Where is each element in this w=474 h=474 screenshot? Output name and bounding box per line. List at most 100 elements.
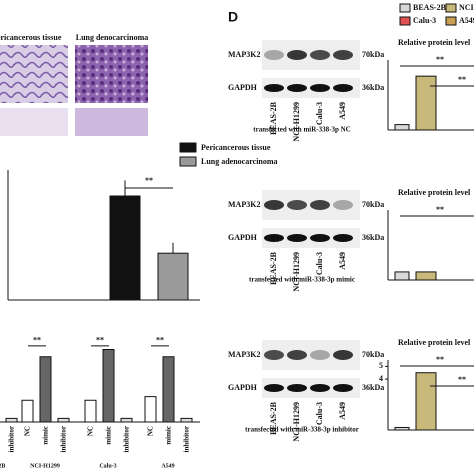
group-label: A549 [161, 463, 174, 469]
band [310, 234, 330, 242]
significance: ** [458, 375, 466, 384]
band-label: GAPDH [228, 83, 258, 92]
panel-letter: D [228, 9, 238, 25]
significance: ** [145, 176, 153, 185]
band [310, 350, 330, 360]
legend-swatch [399, 16, 411, 26]
band [333, 234, 353, 242]
band [264, 384, 284, 392]
histology-image [0, 108, 68, 136]
legend-swatch [179, 142, 197, 153]
lane-label: BEAS-2B [269, 401, 278, 435]
lane-label: Calu-3 [315, 102, 324, 125]
condition-label: inhibitor [60, 426, 68, 452]
condition-label: mimic [165, 426, 173, 445]
significance: ** [156, 336, 164, 345]
size-label: 70kDa [362, 350, 384, 359]
significance: ** [33, 336, 41, 345]
bar [415, 75, 437, 131]
lane-label: A549 [338, 102, 347, 120]
band [287, 384, 307, 392]
legend-label: Lung adenocarcinoma [201, 157, 278, 166]
group-label: BEAS-2B [0, 463, 5, 469]
lane-label: BEAS-2B [269, 101, 278, 135]
size-label: 70kDa [362, 50, 384, 59]
col-label: Pericancerous tissue [0, 33, 62, 42]
band [264, 350, 284, 360]
band [287, 200, 307, 210]
lane-label: NCI-H1299 [292, 102, 301, 142]
band [287, 50, 307, 60]
condition-label: inhibitor [183, 426, 191, 452]
bar [120, 417, 133, 423]
bar [415, 271, 437, 281]
band [310, 50, 330, 60]
chart-title: Relative protein level [398, 188, 471, 197]
bar [394, 124, 410, 131]
band [287, 350, 307, 360]
histology-image [75, 45, 148, 103]
bar [39, 356, 52, 423]
band-label: GAPDH [228, 233, 258, 242]
y-tick-label: 5 [379, 361, 383, 370]
legend-swatch [399, 3, 411, 13]
chart-title: Relative protein level [398, 38, 471, 47]
band [310, 384, 330, 392]
significance: ** [458, 75, 466, 84]
band [264, 234, 284, 242]
condition-label: inhibitor [8, 426, 16, 452]
lane-label: Calu-3 [315, 402, 324, 425]
legend-label: A549 [459, 16, 474, 25]
band [264, 84, 284, 92]
band [333, 384, 353, 392]
condition-label: mimic [105, 426, 113, 445]
y-tick-label: 4 [379, 374, 383, 383]
bar [21, 399, 34, 423]
band-label: MAP3K2 [228, 350, 260, 359]
bar [102, 349, 115, 423]
legend-label: Calu-3 [413, 16, 436, 25]
legend-swatch [445, 3, 457, 13]
bar [5, 417, 18, 423]
legend-swatch [179, 156, 197, 167]
band [287, 234, 307, 242]
bar [84, 399, 97, 423]
lane-label: NCI-H1299 [292, 402, 301, 442]
histology-image [0, 45, 68, 103]
significance: ** [96, 336, 104, 345]
band-label: MAP3K2 [228, 200, 260, 209]
size-label: 36kDa [362, 383, 384, 392]
histology-image [75, 108, 148, 136]
significance: ** [436, 355, 444, 364]
caption: transfected with miR-338-3p inhibitor [245, 426, 359, 434]
bar [157, 252, 189, 301]
band [333, 50, 353, 60]
significance: ** [436, 205, 444, 214]
lane-label: A549 [338, 252, 347, 270]
band-label: GAPDH [228, 383, 258, 392]
legend-label: NCI-H1299 [459, 3, 474, 12]
condition-label: mimic [42, 426, 50, 445]
band [333, 200, 353, 210]
bar [57, 417, 70, 423]
legend-swatch [445, 16, 457, 26]
chart-title: Relative protein level [398, 338, 471, 347]
significance: ** [436, 55, 444, 64]
col-label: Lung denocarcinoma [76, 33, 149, 42]
bar [109, 195, 141, 301]
band [310, 84, 330, 92]
band [333, 350, 353, 360]
lane-label: Calu-3 [315, 252, 324, 275]
lane-label: NCI-H1299 [292, 252, 301, 292]
condition-label: NC [87, 426, 95, 436]
bar [415, 372, 437, 431]
bar [180, 417, 193, 423]
bar [394, 271, 410, 281]
condition-label: NC [147, 426, 155, 436]
lane-label: BEAS-2B [269, 251, 278, 285]
band [287, 84, 307, 92]
band-label: MAP3K2 [228, 50, 260, 59]
bar [162, 356, 175, 423]
legend-label: BEAS-2B [413, 3, 447, 12]
